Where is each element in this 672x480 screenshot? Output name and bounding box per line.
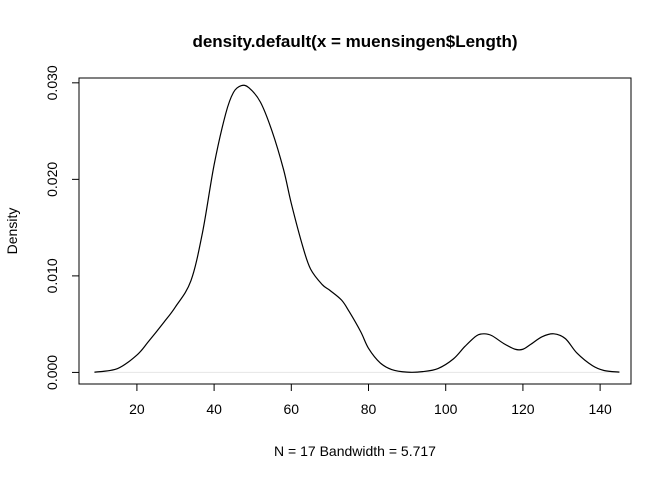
y-tick-label: 0.010 [44,258,60,293]
x-tick-label: 140 [588,401,612,417]
x-tick-label: 80 [361,401,377,417]
y-tick-label: 0.020 [44,162,60,197]
x-axis: 20 40 60 80 100 120 140 [129,383,612,417]
y-tick-label: 0.030 [44,65,60,100]
x-tick-label: 20 [129,401,145,417]
x-tick-label: 40 [206,401,222,417]
y-axis: 0.000 0.010 0.020 0.030 [44,65,80,390]
x-axis-label: N = 17 Bandwidth = 5.717 [274,443,436,459]
x-tick-label: 120 [511,401,535,417]
plot-box [78,77,632,385]
density-curve [94,84,620,373]
y-tick-label: 0.000 [44,355,60,390]
y-axis-label: Density [4,208,20,255]
x-tick-label: 60 [284,401,300,417]
chart-title: density.default(x = muensingen$Length) [192,32,517,51]
x-tick-label: 100 [434,401,458,417]
